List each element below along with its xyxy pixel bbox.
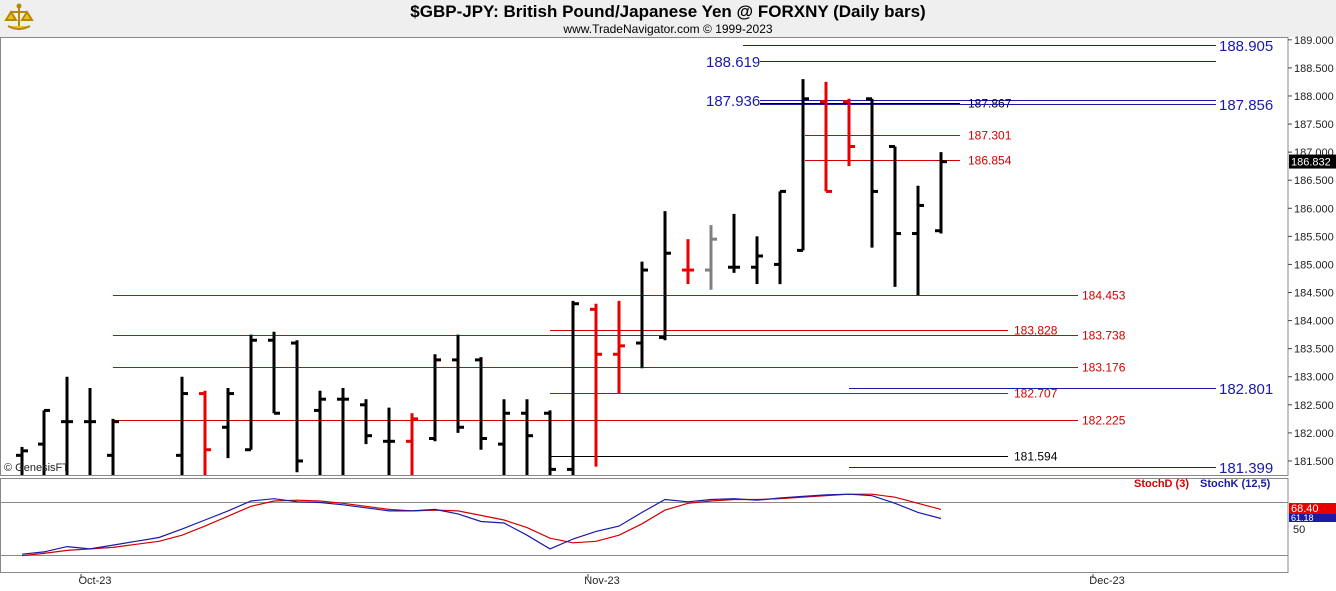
level-label: 187.301: [968, 129, 1012, 143]
ohlc-bar: [452, 334, 464, 433]
level-label: 181.399: [1219, 460, 1273, 477]
ohlc-bar: [544, 410, 556, 475]
legend-stochd: StochD (3): [1134, 478, 1189, 490]
ohlc-bar: [475, 357, 487, 450]
ohlc-bar: [222, 387, 234, 459]
price-tick-label: 187.500: [1294, 119, 1334, 131]
price-tick-label: 189.000: [1294, 35, 1334, 47]
stochd-line: [21, 493, 942, 557]
level-label: 187.856: [1219, 97, 1273, 114]
stochd-value: 68.40: [1291, 503, 1319, 515]
stochk-line: [21, 493, 942, 555]
price-tick-label: 182.000: [1294, 428, 1334, 440]
ohlc-bar: [751, 236, 763, 285]
support-resistance-levels: 188.905 188.619 187.936 187.867 187.856 187.3…: [113, 38, 1273, 477]
last-price-box: [1289, 154, 1336, 169]
price-tick-label: 184.000: [1294, 316, 1334, 328]
ohlc-bar: [268, 331, 280, 415]
ohlc-bar: [199, 390, 211, 475]
time-tick-label: Nov-23: [584, 575, 619, 587]
price-tick-label: 186.000: [1294, 203, 1334, 215]
ohlc-bar: [314, 390, 326, 475]
level-label: 184.453: [1082, 289, 1126, 303]
ohlc-bar: [843, 98, 855, 167]
ohlc-bar: [498, 399, 510, 475]
trade-navigator-logo-icon: [4, 3, 34, 30]
chart-subtitle: www.TradeNavigator.com © 1999-2023: [563, 22, 773, 36]
ohlc-bar: [567, 300, 579, 475]
stoch-panel-border: [0, 478, 1289, 573]
stochk-value: 61.18: [1291, 513, 1314, 523]
ohlc-bar: [797, 79, 809, 252]
ohlc-bar: [107, 418, 119, 475]
price-tick-label: 182.500: [1294, 400, 1334, 412]
ohlc-bar: [705, 225, 717, 290]
level-label: 182.707: [1014, 387, 1058, 401]
ohlc-bar: [659, 211, 671, 341]
ohlc-bar: [176, 376, 188, 475]
ohlc-bar: [429, 354, 441, 442]
level-label: 188.905: [1219, 38, 1273, 55]
ohlc-bar: [613, 300, 625, 394]
ohlc-bar: [291, 340, 303, 473]
ohlc-bar: [935, 152, 947, 234]
stochk-value-box: [1289, 514, 1336, 522]
ohlc-bar: [360, 399, 372, 445]
chart-title: $GBP-JPY: British Pound/Japanese Yen @ F…: [410, 2, 926, 21]
level-label: 182.801: [1219, 381, 1273, 398]
ohlc-bar: [636, 261, 648, 369]
ohlc-bar: [245, 334, 257, 452]
price-panel-border: [0, 37, 1289, 476]
ohlc-bar: [590, 303, 602, 467]
ohlc-bar: [337, 387, 349, 475]
price-tick-label: 183.000: [1294, 372, 1334, 384]
chart-header: [0, 0, 1336, 37]
price-tick-label: 186.500: [1294, 175, 1334, 187]
price-axis: 189.000188.500188.000187.500187.000186.5…: [1288, 35, 1336, 468]
price-tick-label: 188.500: [1294, 63, 1334, 75]
ohlc-bar: [84, 387, 96, 475]
level-label: 183.828: [1014, 324, 1058, 338]
price-tick-label: 181.500: [1294, 456, 1334, 468]
last-price-label: 186.832: [1291, 157, 1331, 169]
level-label: 188.619: [706, 54, 760, 71]
time-tick-label: Oct-23: [78, 575, 111, 587]
price-tick-label: 188.000: [1294, 91, 1334, 103]
price-tick-label: 185.500: [1294, 231, 1334, 243]
ohlc-bar: [682, 239, 694, 285]
ohlc-bar: [820, 81, 832, 193]
price-tick-label: 183.500: [1294, 344, 1334, 356]
price-tick-label: 184.500: [1294, 288, 1334, 300]
stochd-value-box: [1289, 503, 1336, 514]
ohlc-bar: [61, 376, 73, 475]
ohlc-bar: [912, 185, 924, 296]
ohlc-bars: [16, 79, 947, 475]
ohlc-bar: [728, 213, 740, 273]
time-tick-label: Dec-23: [1089, 575, 1124, 587]
stoch-axis-label: 50: [1293, 524, 1305, 536]
level-label: 187.936: [706, 93, 760, 110]
legend-stochk: StochK (12,5): [1200, 478, 1271, 490]
level-label: 183.176: [1082, 361, 1126, 375]
ohlc-bar: [866, 97, 878, 248]
watermark: © GenesisFT: [4, 462, 69, 474]
ohlc-bar: [38, 408, 50, 475]
level-label: 182.225: [1082, 414, 1126, 428]
ohlc-bar: [406, 413, 418, 475]
price-tick-label: 185.000: [1294, 259, 1334, 271]
level-label: 187.867: [968, 97, 1012, 111]
level-label: 186.854: [968, 154, 1012, 168]
ohlc-bar: [521, 399, 533, 475]
plot-frame: [0, 37, 1289, 573]
level-label: 183.738: [1082, 329, 1126, 343]
ohlc-bar: [383, 407, 395, 475]
level-label: 181.594: [1014, 450, 1058, 464]
ohlc-bar: [889, 145, 901, 287]
time-axis: Oct-23 Nov-23 Dec-23: [78, 574, 1125, 587]
ohlc-bar: [774, 189, 786, 285]
ohlc-bar: [16, 446, 28, 475]
